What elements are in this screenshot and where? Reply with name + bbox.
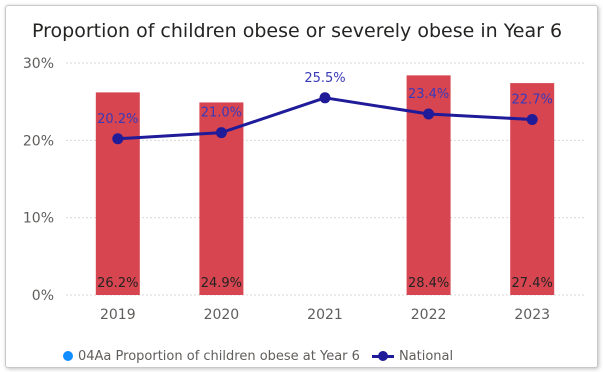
y-tick-label: 10% — [23, 211, 54, 227]
x-tick-label: 2020 — [204, 307, 240, 323]
bar-value-label: 27.4% — [512, 276, 553, 291]
bar — [95, 92, 140, 296]
legend-line-marker-icon — [371, 350, 394, 362]
x-tick-label: 2019 — [100, 307, 136, 323]
legend-item-bar-series[interactable]: 04Aa Proportion of children obese at Yea… — [63, 349, 360, 364]
y-tick-label: 20% — [23, 133, 54, 149]
line-point — [526, 113, 538, 125]
line-point — [215, 127, 227, 139]
legend-circle-icon — [63, 351, 73, 361]
chart-plot: 0% 10% 20% 30% 26.2% 24.9% 28.4% 27.4% 2019 2020 2… — [23, 56, 584, 323]
bar-value-label: 28.4% — [408, 276, 449, 291]
line-point — [319, 92, 331, 104]
bar — [406, 75, 451, 295]
line-point — [112, 133, 124, 145]
bar-value-label: 26.2% — [97, 276, 138, 291]
legend-label-line-series: National — [398, 348, 454, 364]
chart-title: Proportion of children obese or severely… — [32, 20, 563, 42]
bar-value-label: 24.9% — [201, 276, 242, 291]
legend-item-line-series[interactable]: National — [371, 348, 454, 364]
x-tick-label: 2023 — [514, 307, 550, 323]
line-value-label: 23.4% — [408, 87, 449, 102]
line-value-label: 21.0% — [201, 106, 242, 121]
chart-legend: 04Aa Proportion of children obese at Yea… — [63, 346, 465, 366]
line-value-label: 20.2% — [97, 112, 138, 127]
legend-label-bar-series: 04Aa Proportion of children obese at Yea… — [78, 348, 360, 364]
y-tick-label: 30% — [23, 56, 54, 72]
x-tick-label: 2021 — [307, 307, 343, 323]
line-series-path — [117, 96, 533, 141]
x-tick-label: 2022 — [411, 307, 447, 323]
y-tick-label: 0% — [32, 288, 54, 304]
line-point — [423, 108, 435, 120]
line-value-label: 22.7% — [512, 92, 553, 107]
chart-card: Proportion of children obese or severely… — [5, 5, 598, 368]
line-value-label: 25.5% — [304, 71, 345, 86]
